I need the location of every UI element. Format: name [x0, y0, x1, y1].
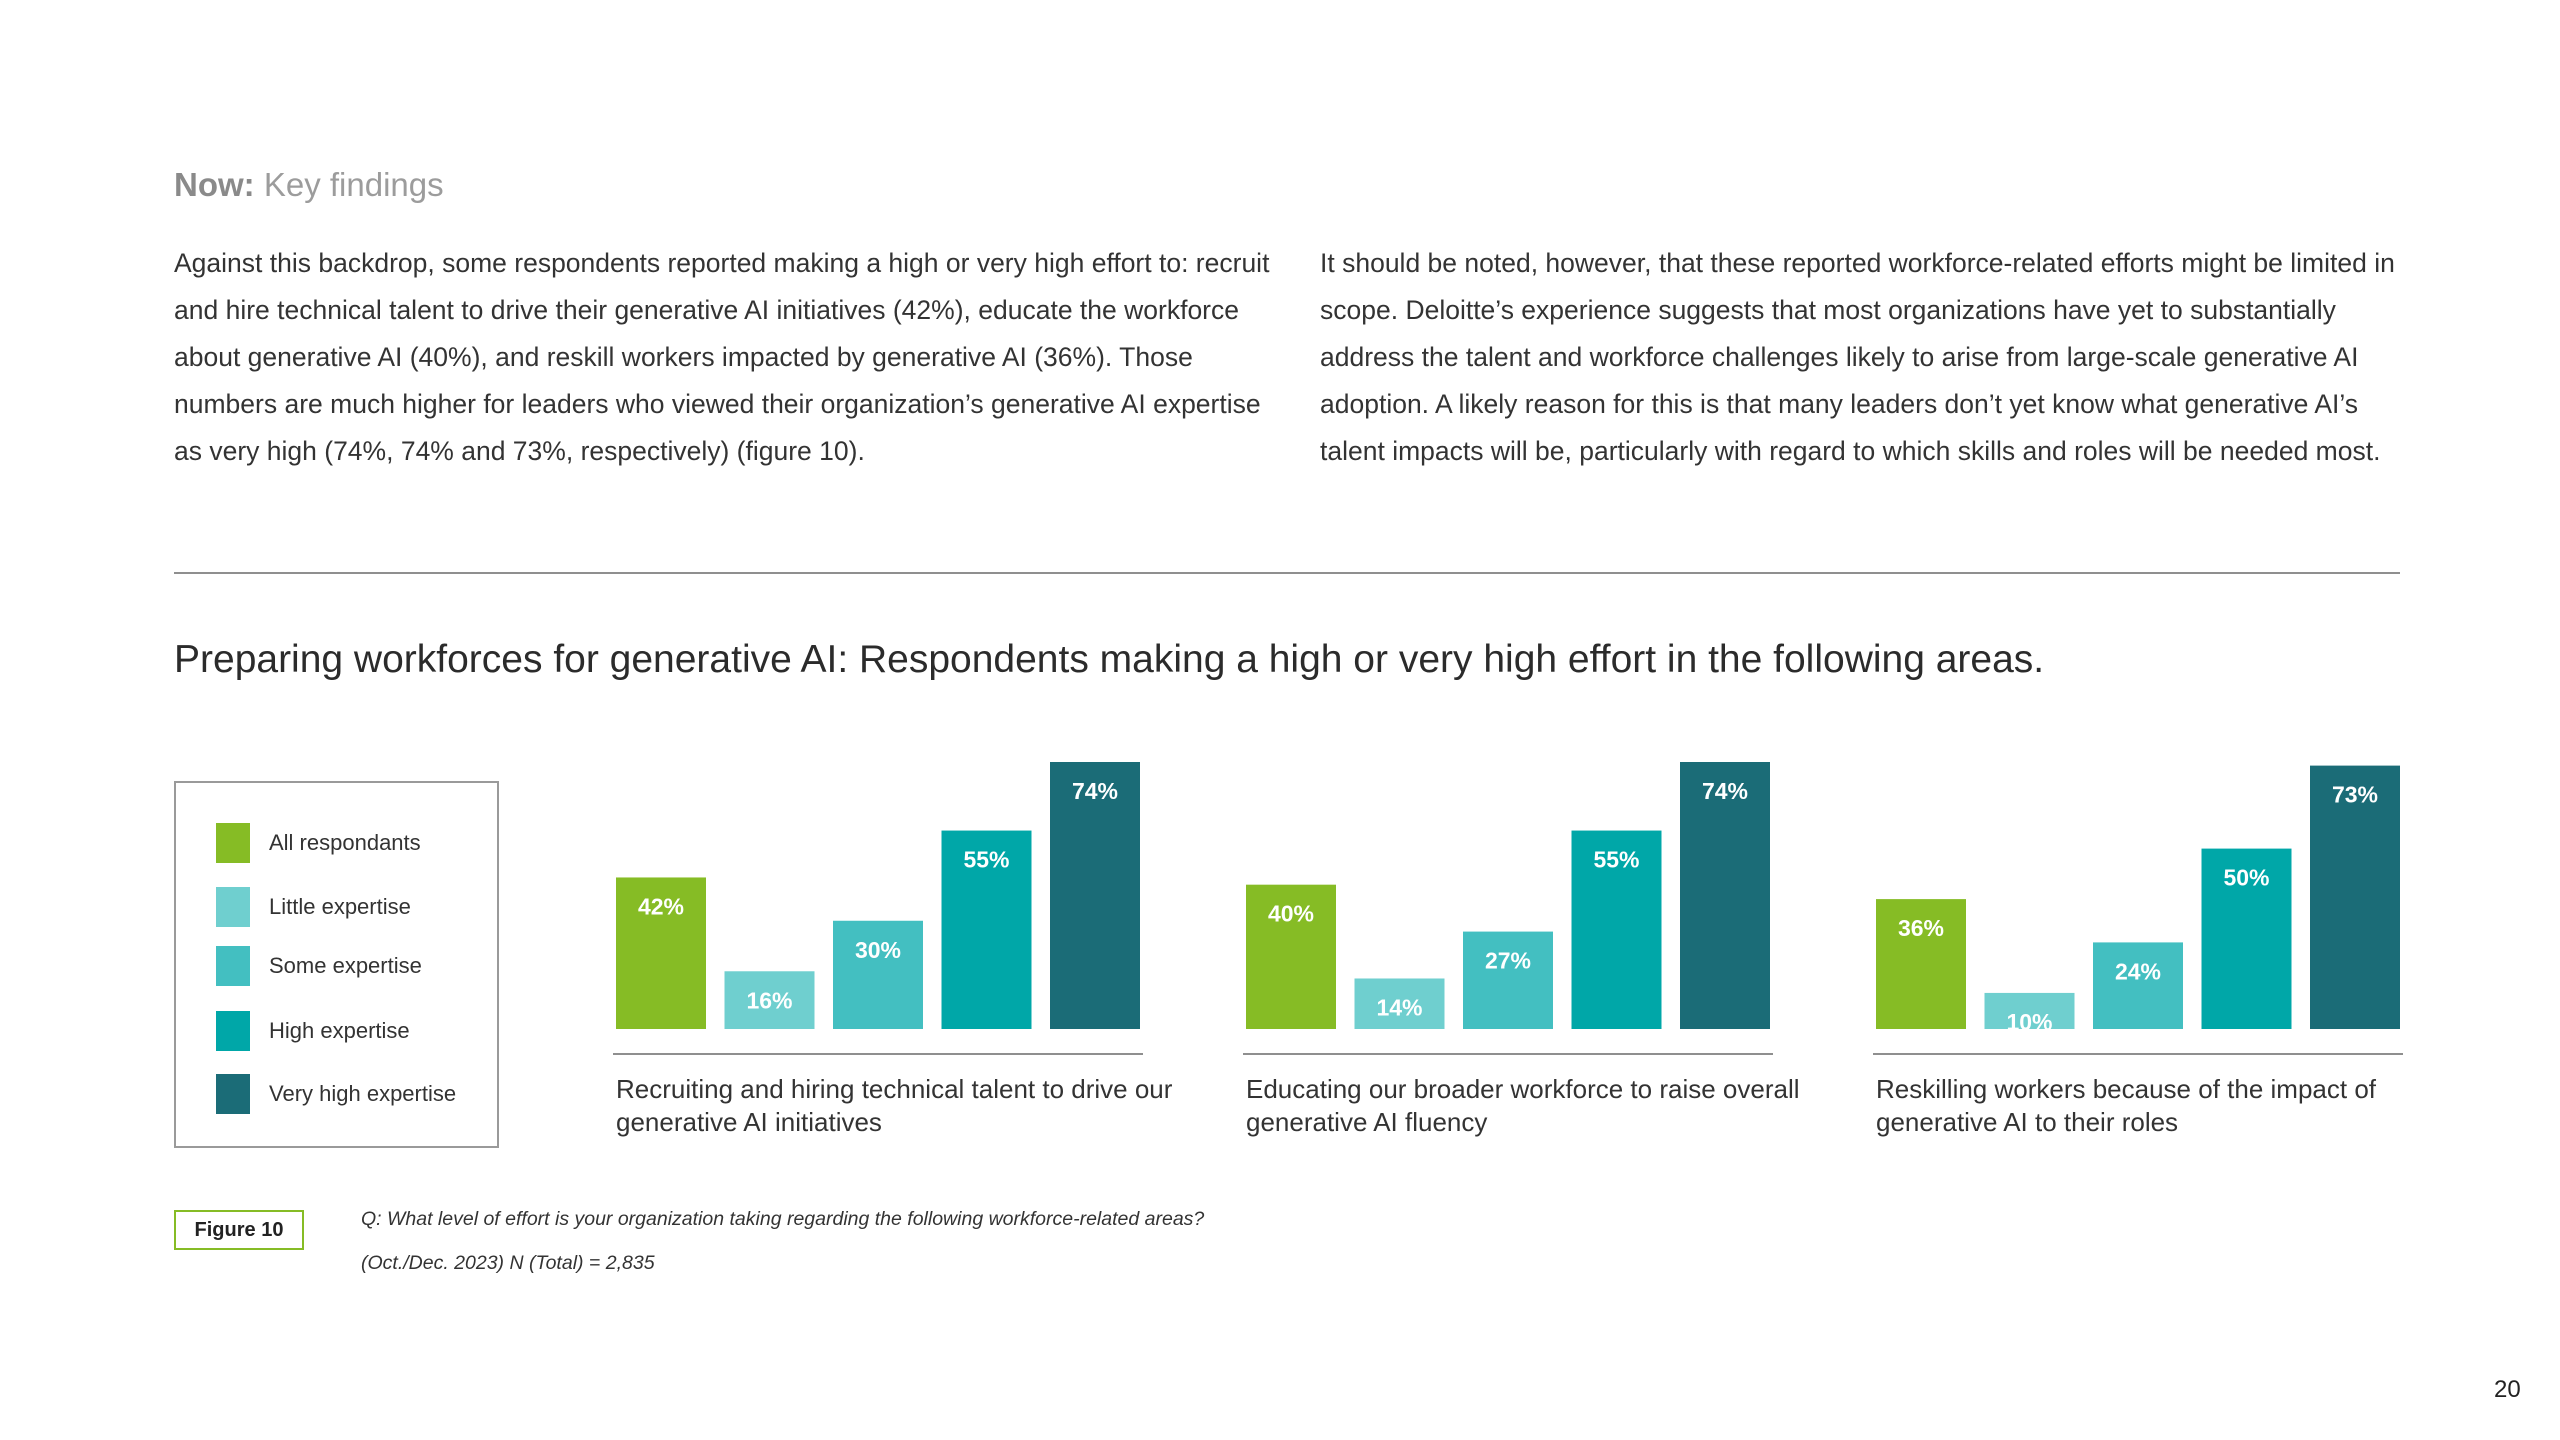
- section-heading: Now: Key findings: [174, 166, 444, 204]
- legend-swatch: [216, 1074, 250, 1114]
- right-paragraph: It should be noted, however, that these …: [1320, 248, 2395, 466]
- bar-educating-series-4: [1571, 830, 1662, 1029]
- bar-value-label: 10%: [2006, 1009, 2052, 1035]
- bar-value-label: 74%: [1072, 778, 1118, 804]
- bar-value-label: 74%: [1702, 778, 1748, 804]
- bar-value-label: 24%: [2115, 958, 2161, 984]
- legend-swatch: [216, 823, 250, 863]
- legend-item: Some expertise: [216, 946, 422, 986]
- section-heading-bold: Now:: [174, 166, 255, 203]
- legend-label: Very high expertise: [269, 1081, 457, 1106]
- bar-value-label: 27%: [1485, 948, 1531, 974]
- figure-badge: Figure 10: [174, 1210, 304, 1250]
- chart-title: Preparing workforces for generative AI: …: [174, 638, 2045, 681]
- section-heading-light: Key findings: [254, 166, 444, 203]
- legend-item: Very high expertise: [216, 1074, 456, 1114]
- bar-educating-series-2: [1354, 978, 1445, 1029]
- bar-reskilling-series-5: [2310, 765, 2400, 1029]
- chart-legend: All respondants Little expertise Some ex…: [174, 781, 499, 1148]
- bar-value-label: 40%: [1268, 901, 1314, 927]
- bar-recruiting-series-5: [1050, 762, 1140, 1029]
- category-label: Reskilling workers because of the impact…: [1876, 1074, 2377, 1137]
- bar-recruiting-series-3: [833, 920, 923, 1029]
- page-number: 20: [2494, 1376, 2521, 1403]
- legend-item: All respondants: [216, 823, 421, 863]
- bar-value-label: 73%: [2332, 782, 2378, 808]
- legend-label: All respondants: [269, 830, 421, 855]
- bar-reskilling-series-3: [2093, 942, 2183, 1029]
- bar-value-label: 55%: [963, 847, 1009, 873]
- legend-swatch: [216, 887, 250, 927]
- left-paragraph: Against this backdrop, some respondents …: [174, 248, 1270, 466]
- legend-item: High expertise: [216, 1011, 410, 1051]
- sample-size-note: (Oct./Dec. 2023) N (Total) = 2,835: [361, 1252, 655, 1274]
- bar-educating-series-5: [1680, 762, 1770, 1029]
- bar-recruiting-series-4: [941, 830, 1032, 1029]
- bar-value-label: 55%: [1593, 847, 1639, 873]
- category-label: Recruiting and hiring technical talent t…: [616, 1074, 1173, 1137]
- legend-swatch: [216, 946, 250, 986]
- bar-reskilling-series-4: [2201, 848, 2292, 1029]
- bar-reskilling-series-2: [1984, 992, 2075, 1029]
- survey-question: Q: What level of effort is your organiza…: [361, 1208, 1205, 1230]
- legend-swatch: [216, 1011, 250, 1051]
- bar-reskilling-series-1: [1876, 899, 1966, 1029]
- bar-value-label: 50%: [2223, 865, 2269, 891]
- category-label: Educating our broader workforce to raise…: [1246, 1074, 1800, 1137]
- section-divider: [174, 572, 2400, 574]
- legend-label: Little expertise: [269, 894, 411, 919]
- bar-educating-series-1: [1246, 884, 1336, 1029]
- bar-value-label: 14%: [1376, 994, 1422, 1020]
- bar-recruiting-series-2: [724, 971, 815, 1029]
- legend-label: High expertise: [269, 1018, 410, 1043]
- bar-value-label: 16%: [746, 987, 792, 1013]
- legend-item: Little expertise: [216, 887, 411, 927]
- bar-chart: 42% 16% 30% 55% 74% 40% 14% 27% 55% 74% 36% 10% 24% 5…: [613, 762, 2403, 1055]
- bar-value-label: 36%: [1898, 915, 1944, 941]
- legend-label: Some expertise: [269, 953, 422, 978]
- bar-value-label: 42%: [638, 893, 684, 919]
- bar-recruiting-series-1: [616, 877, 706, 1029]
- bar-educating-series-3: [1463, 931, 1553, 1029]
- bar-value-label: 30%: [855, 937, 901, 963]
